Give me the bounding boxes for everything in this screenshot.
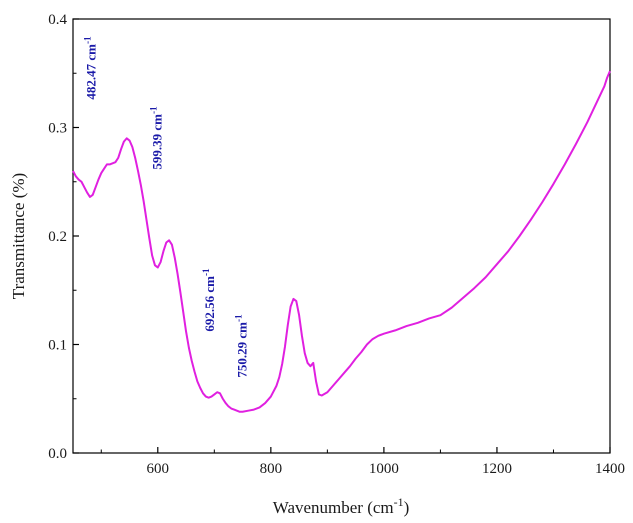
axis-ticks (73, 18, 611, 454)
peak-annotation: 482.47 cm-1 (82, 36, 98, 100)
tick-labels: 600 800 1000 1200 1400 0.0 0.1 0.2 0.3 0.4 (48, 12, 625, 477)
y-tick-label: 0.1 (48, 338, 67, 354)
x-tick-label: 1200 (482, 461, 512, 477)
plot-area (72, 18, 611, 454)
x-tick-label: 1400 (595, 461, 625, 477)
peak-annotation: 750.29 cm-1 (234, 314, 250, 378)
y-tick-label: 0.0 (48, 446, 67, 462)
transmittance-curve (72, 70, 611, 413)
peak-annotation: 599.39 cm-1 (148, 106, 164, 170)
y-tick-label: 0.2 (48, 229, 67, 245)
x-tick-label: 800 (260, 461, 283, 477)
x-axis-label: Wavenumber (cm-1) (273, 495, 409, 517)
y-tick-label: 0.4 (48, 12, 67, 28)
y-tick-label: 0.3 (48, 121, 67, 137)
peak-annotation: 692.56 cm-1 (201, 268, 217, 332)
y-axis-label: Transmittance (%) (9, 173, 28, 299)
x-tick-label: 600 (147, 461, 170, 477)
x-tick-label: 1000 (369, 461, 399, 477)
peak-annotations: 482.47 cm-1 599.39 cm-1 692.56 cm-1 750.29 … (82, 36, 249, 378)
